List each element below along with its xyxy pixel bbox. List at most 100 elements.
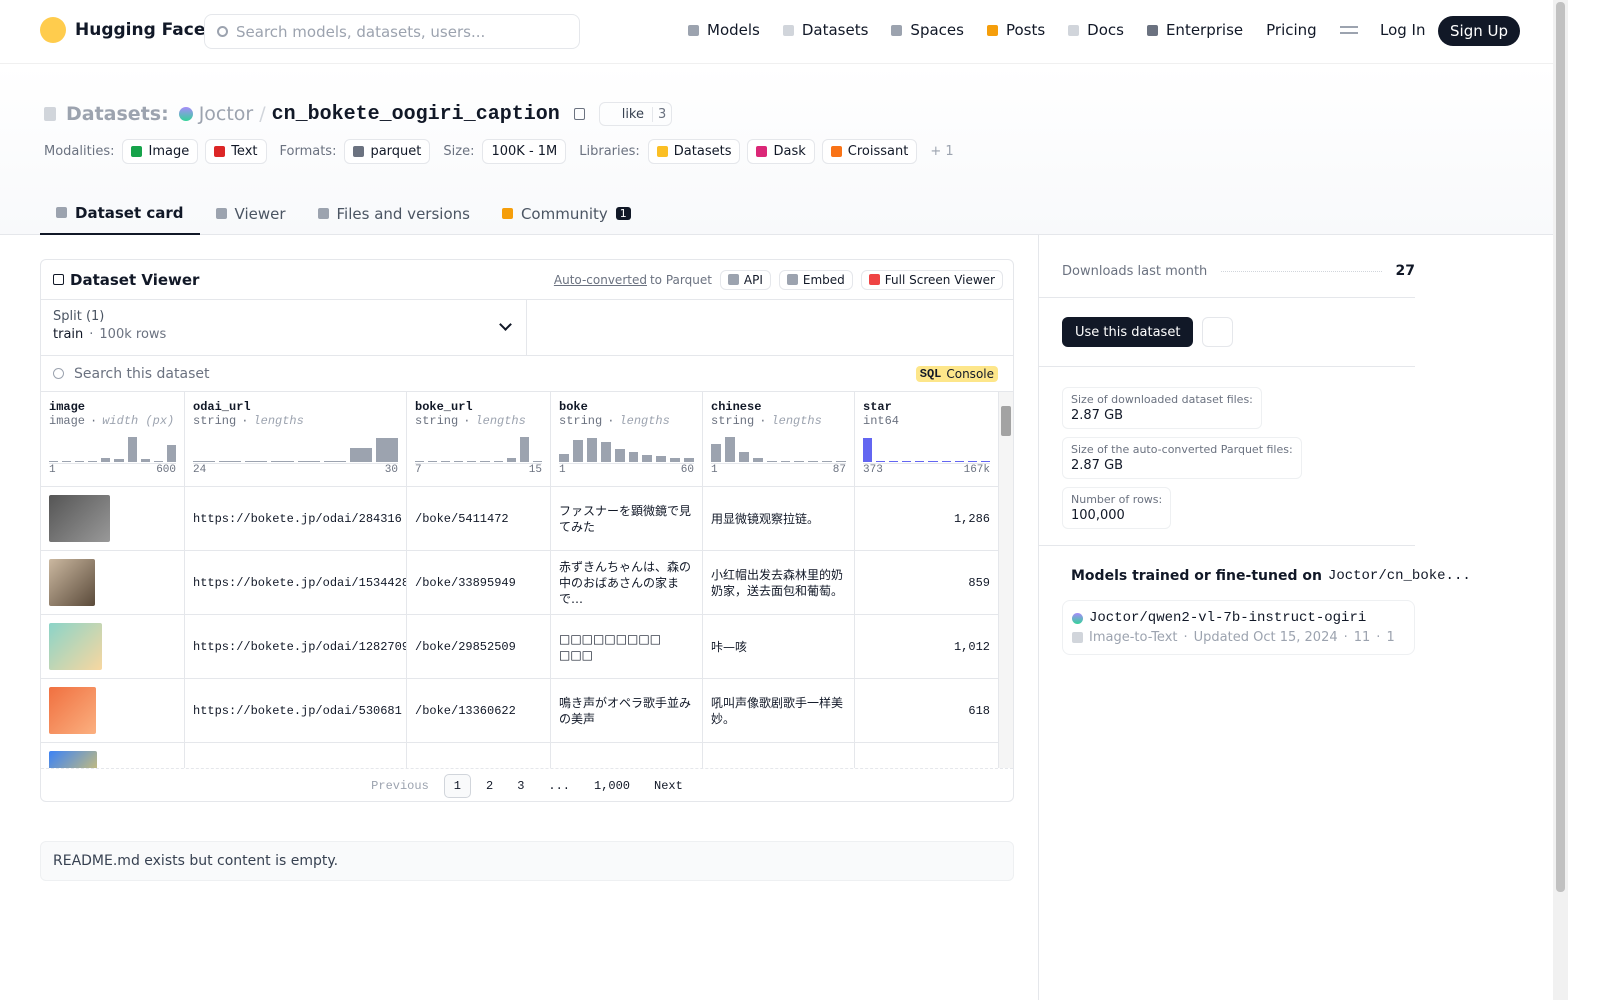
table-cell: □□□□□□□□□ □□□: [551, 615, 703, 678]
nav-link[interactable]: Spaces: [891, 21, 964, 39]
navbar: Hugging Face Search models, datasets, use…: [0, 0, 1553, 64]
dataset-viewer: Dataset Viewer Auto-converted to Parquet AP…: [40, 259, 1014, 802]
column-header[interactable]: chinese string · lengths 1 87: [703, 392, 855, 486]
histogram-bar: [454, 461, 464, 462]
column-dtype: int64: [863, 414, 900, 428]
nav-login[interactable]: Log In: [1380, 21, 1426, 39]
column-name: odai_url: [193, 400, 251, 414]
table-cell: /boke/29852509: [407, 615, 551, 678]
page-link[interactable]: ...: [548, 778, 570, 793]
use-dataset-button[interactable]: Use this dataset: [1062, 317, 1194, 347]
more-tags[interactable]: + 1: [930, 144, 954, 159]
search-box[interactable]: Search models, datasets, users...: [204, 14, 580, 49]
like-button[interactable]: like 3: [598, 102, 673, 126]
tag-chip[interactable]: Croissant: [821, 139, 918, 164]
tab[interactable]: Dataset card: [40, 192, 200, 235]
page-link[interactable]: 1,000: [594, 778, 631, 793]
column-header[interactable]: boke string · lengths 1 60: [551, 392, 703, 486]
model-name-row: Joctor/qwen2-vl-7b-instruct-ogiri: [1072, 610, 1405, 626]
thumbnail[interactable]: [49, 687, 96, 734]
column-headers: image image · width (px) 1 600 odai_url string ·…: [41, 392, 999, 487]
thumbnail[interactable]: [49, 495, 110, 542]
thumbnail[interactable]: [49, 751, 97, 768]
nav-link[interactable]: Pricing: [1266, 21, 1317, 39]
histogram-bar: [506, 457, 516, 462]
range-min: 1: [711, 464, 718, 476]
range-max: 87: [832, 464, 846, 476]
sql-console[interactable]: SQL Console: [915, 365, 998, 382]
page-link[interactable]: Next: [654, 778, 683, 793]
dotted: [1221, 270, 1382, 272]
auto-converted[interactable]: Auto-converted: [553, 272, 647, 287]
table-cell: 1,012: [855, 615, 999, 678]
viewer-button[interactable]: Full Screen Viewer: [860, 269, 1003, 290]
page-link[interactable]: 3: [517, 778, 525, 793]
tag-chip[interactable]: parquet: [344, 139, 431, 164]
model-card[interactable]: Joctor/qwen2-vl-7b-instruct-ogiri Image-t…: [1062, 600, 1415, 655]
nav-link[interactable]: Models: [688, 21, 760, 39]
column-dtype: image: [49, 414, 86, 428]
viewer-button[interactable]: Embed: [778, 269, 853, 290]
owner[interactable]: Joctor: [198, 103, 254, 125]
model-name: Joctor/qwen2-vl-7b-instruct-ogiri: [1089, 610, 1367, 626]
icon: [830, 146, 842, 157]
meta-sep: ·: [1183, 630, 1188, 645]
table-cell: 1,286: [855, 487, 999, 550]
meta-sep: ·: [1343, 630, 1348, 645]
icon: [891, 24, 903, 36]
column-header[interactable]: boke_url string · lengths 7 15: [407, 392, 551, 486]
cell-text: /boke/29852509: [415, 639, 516, 654]
nav-link-text: Posts: [1005, 21, 1046, 39]
nav-link[interactable]: Posts: [986, 21, 1046, 39]
copy-icon[interactable]: [573, 108, 585, 120]
page-link[interactable]: 1: [443, 773, 471, 798]
histogram-bar: [642, 455, 653, 462]
icon: [501, 208, 513, 219]
histogram-range: 24 30: [193, 463, 398, 476]
more-button[interactable]: [1202, 317, 1234, 347]
thumbnail[interactable]: [49, 623, 102, 670]
page-link[interactable]: Previous: [371, 778, 429, 793]
histogram-bar: [628, 452, 639, 462]
table-cell: ファスナーを顕微鏡で見てみた: [551, 487, 703, 550]
tab-label: Viewer: [234, 204, 286, 223]
column-header[interactable]: odai_url string · lengths 24 30: [185, 392, 407, 486]
tag-chip[interactable]: Datasets: [647, 139, 741, 164]
column-header[interactable]: image image · width (px) 1 600: [41, 392, 185, 486]
tag-chip[interactable]: 100K - 1M: [482, 139, 567, 164]
histogram-bar: [375, 438, 398, 462]
model-downloads: 11: [1353, 630, 1371, 645]
menu-icon[interactable]: [1339, 26, 1358, 34]
tab[interactable]: Viewer: [200, 192, 302, 235]
tag-chip[interactable]: Image: [122, 139, 199, 164]
nav-signup[interactable]: Sign Up: [1438, 16, 1520, 46]
nav-link[interactable]: Docs: [1068, 21, 1124, 39]
table-row: [41, 743, 999, 768]
histogram: [193, 434, 398, 462]
nav-link[interactable]: Enterprise: [1146, 21, 1243, 39]
column-header[interactable]: star int64 373 167k: [855, 392, 999, 486]
size-label: Size of downloaded dataset files:: [1071, 393, 1253, 406]
nav-link[interactable]: Datasets: [782, 21, 868, 39]
viewer-button[interactable]: API: [719, 269, 771, 290]
tag-chip[interactable]: Text: [205, 139, 267, 164]
logo[interactable]: Hugging Face: [40, 17, 205, 43]
range-max: 60: [680, 464, 694, 476]
tab[interactable]: Community 1: [486, 192, 647, 235]
histogram-bar: [532, 461, 542, 462]
histogram: [559, 434, 695, 462]
thumbnail[interactable]: [49, 559, 95, 606]
models-heading-text: Models trained or fine-tuned on: [1071, 568, 1322, 584]
tag-chip[interactable]: Dask: [747, 139, 815, 164]
column-name: boke_url: [415, 400, 473, 414]
split-select[interactable]: Split (1) train · 100k rows: [41, 299, 527, 356]
tab[interactable]: Files and versions: [302, 192, 486, 235]
tag-text: Datasets: [673, 144, 732, 159]
table-cell: 859: [855, 551, 999, 614]
histogram-bar: [967, 461, 977, 462]
cell-text: 吼叫声像歌剧歌手一样美妙。: [711, 695, 844, 726]
page-link[interactable]: 2: [485, 778, 494, 793]
column-stat: lengths: [771, 414, 822, 428]
histogram-bar: [752, 457, 763, 462]
tag-group-label: Size:: [443, 144, 475, 159]
